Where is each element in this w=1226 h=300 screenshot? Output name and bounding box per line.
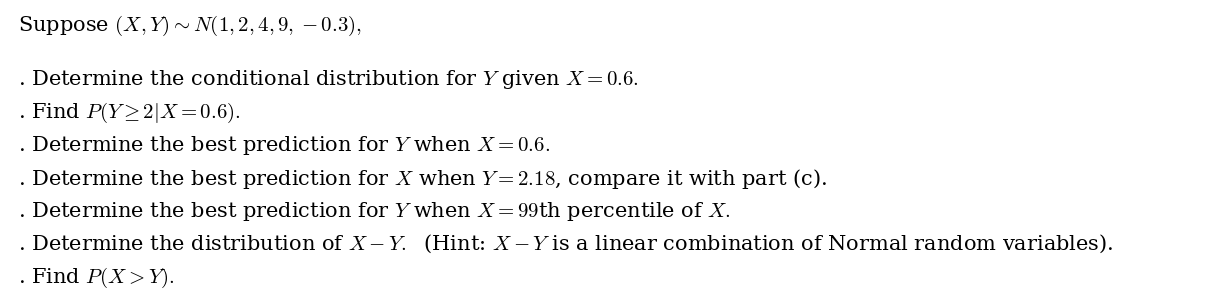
Text: . Determine the conditional distribution for $Y$ given $X = 0.6.$: . Determine the conditional distribution… [18, 68, 639, 91]
Text: Suppose $(X, Y) \sim N(1, 2, 4, 9, -0.3),$: Suppose $(X, Y) \sim N(1, 2, 4, 9, -0.3)… [18, 14, 362, 38]
Text: . Find $P(X > Y).$: . Find $P(X > Y).$ [18, 266, 174, 290]
Text: . Find $P(Y \geq 2|X = 0.6).$: . Find $P(Y \geq 2|X = 0.6).$ [18, 101, 240, 125]
Text: . Determine the best prediction for $Y$ when $X = 0.6.$: . Determine the best prediction for $Y$ … [18, 134, 550, 157]
Text: . Determine the distribution of $X - Y.$  (Hint: $X - Y$ is a linear combination: . Determine the distribution of $X - Y.$… [18, 233, 1113, 255]
Text: . Determine the best prediction for $X$ when $Y = 2.18$, compare it with part (c: . Determine the best prediction for $X$ … [18, 167, 826, 191]
Text: . Determine the best prediction for $Y$ when $X = 99$th percentile of $X.$: . Determine the best prediction for $Y$ … [18, 200, 731, 223]
